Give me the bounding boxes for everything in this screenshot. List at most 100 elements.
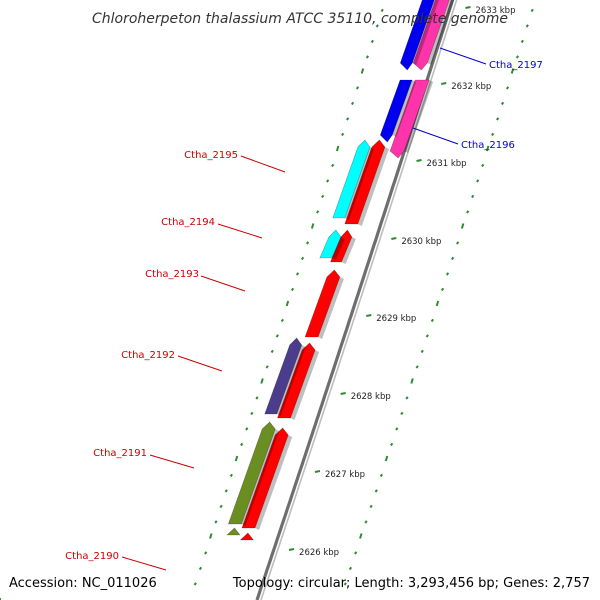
gene-ctha-2194-shade [341,237,356,264]
scale-tick-mark [340,392,346,395]
inner-tick-ring [331,163,335,168]
scale-tick-label: 2627 kbp [325,470,365,480]
gene-ctha-2192-shade [290,350,320,420]
outer-tick-ring [525,24,529,28]
scale-tick-label: 2626 kbp [299,548,339,558]
scale-tick-mark [465,6,471,9]
inner-tick-ring [321,194,325,199]
gene-label: Ctha_2193 [145,269,199,280]
inner-tick-ring [265,365,269,369]
gene-labels: Ctha_2197 Ctha_2196 Ctha_2195 Ctha_2194 Ctha… [65,47,543,571]
gene-ctha-2195 [344,139,386,225]
outer-tick-ring [445,272,450,276]
gene-label: Ctha_2190 [65,551,119,562]
outer-tick-ring [374,489,378,493]
gene-ctha-2194 [330,229,353,263]
gene-ctha-2196 [379,79,413,143]
inner-tick-ring [280,318,284,323]
gene-label: Ctha_2194 [161,217,215,228]
scale-tick-label: 2628 kbp [351,392,391,402]
map-title: Chloroherpeton thalassium ATCC 35110, co… [92,11,508,27]
gene-label: Ctha_2196 [461,140,515,151]
gene-label-leader [177,355,223,372]
gene-label: Ctha_2197 [489,60,543,71]
inner-tick-ring [375,24,379,28]
scale-ticks: 2626 kbp 2627 kbp 2628 kbp 2629 kbp 2630 kbp… [288,6,515,558]
inner-tick-ring [295,272,300,276]
gene-label-leader [200,275,246,292]
outer-tick-ring [440,287,445,292]
inner-tick-ring [255,396,259,400]
outer-tick-ring [515,55,519,59]
outer-tick-ring [451,256,455,261]
gene-label-leader [149,454,195,469]
scale-tick-mark [391,237,397,240]
gene-ctha-2197 [399,0,435,71]
gene-ctha-2194-cog [319,229,342,259]
inner-tick-ring [316,210,320,214]
gene-label: Ctha_2191 [93,448,147,459]
gene-ctha-2194-cog-shade [331,237,345,260]
gene-label: Ctha_2195 [184,150,238,161]
gene-ctha-2191-cog [227,421,276,525]
outer-tick-ring [410,378,414,384]
outer-tick-ring [384,455,389,462]
gene-ctha-2197-shade [412,0,440,65]
outer-tick-ring [415,365,419,369]
inner-tick-ring [275,334,279,338]
inner-tick-ring [204,551,208,555]
outer-tick-ring [476,179,480,183]
gene-ctha-2190-cog [226,527,241,536]
inner-tick-ring [355,86,360,90]
scale-tick-label: 2632 kbp [451,82,491,92]
scale-tick-label: 2631 kbp [427,159,467,169]
inner-tick-ring [198,566,203,571]
outer-tick-ring [456,241,460,245]
gene-ctha-2196-cog-shade [404,80,434,153]
outer-tick-ring [530,8,534,13]
inner-tick-ring [306,241,310,245]
outer-tick-ring [420,349,424,354]
outer-tick-ring [354,551,358,555]
gene-ctha-2191-cog-shade [241,429,280,526]
outer-tick-ring [425,334,429,338]
inner-tick-ring [310,223,315,229]
inner-tick-ring [370,39,374,44]
scale-tick-mark [441,82,447,85]
scale-tick-label: 2629 kbp [376,314,416,324]
outer-tick-ring [364,520,368,524]
summary-text: Topology: circular; Length: 3,293,456 bp… [232,576,590,591]
outer-tick-ring [430,318,434,323]
scale-tick-label: 2633 kbp [475,6,515,16]
gene-label-leader [412,127,459,145]
inner-tick-ring [250,411,254,416]
gene-ctha-2191-shade [255,435,293,530]
outer-tick-ring [390,442,394,447]
outer-tick-ring [435,300,440,307]
inner-tick-ring [245,427,249,431]
inner-tick-ring [346,117,350,121]
outer-tick-ring [471,194,475,199]
gene-label-leader [240,155,286,173]
outer-tick-ring [405,396,409,400]
backbone-highlight [260,0,458,600]
gene-label-leader [121,556,167,571]
gene-ctha-2192-cog [264,337,303,415]
outer-tick-ring [460,223,465,229]
inner-tick-ring [365,55,369,59]
outer-tick-ring [481,163,485,168]
gene-ctha-2197-cog [412,0,450,71]
inner-tick-ring [285,300,290,307]
gene-ctha-2193 [304,269,341,338]
gene-features [226,0,455,542]
outer-tick-ring [485,145,490,152]
outer-tick-ring [466,210,470,214]
inner-tick-ring [260,378,264,384]
outer-tick-ring [369,504,373,509]
inner-tick-ring [214,520,218,524]
inner-tick-ring [301,256,305,261]
scale-tick-mark [416,159,422,162]
outer-tick-ring [491,132,495,137]
gene-ctha-2196-shade [392,80,417,137]
